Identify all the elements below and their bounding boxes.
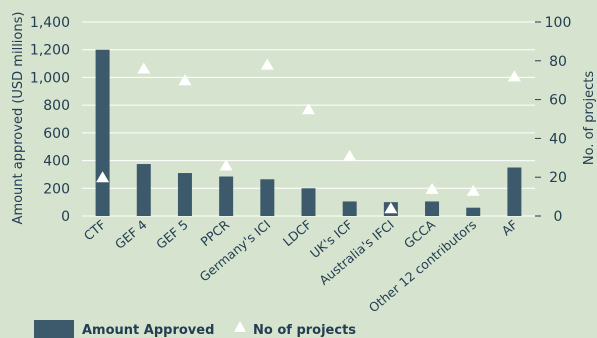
bars: [95, 49, 522, 216]
bar: [507, 167, 522, 216]
bar: [219, 176, 234, 216]
bar: [177, 173, 192, 216]
category-label: GCCA: [401, 217, 438, 252]
project-marker: [302, 103, 315, 115]
category-label: PPCR: [198, 217, 233, 250]
legend: Amount Approved No of projects: [34, 320, 356, 338]
project-marker: [343, 149, 357, 161]
y-tick-label: 0: [61, 209, 70, 225]
bar: [95, 49, 110, 216]
bar: [136, 164, 151, 216]
y-tick-label: 1,200: [30, 43, 70, 59]
project-marker: [507, 70, 521, 82]
project-marker: [137, 62, 151, 74]
y2-tick-label: 60: [549, 93, 567, 109]
category-label: LDCF: [280, 217, 315, 249]
y-tick-label: 200: [43, 181, 70, 197]
category-label: Germany's ICI: [197, 217, 274, 285]
bar: [425, 201, 440, 216]
right-axis-title: No. of projects: [582, 71, 597, 165]
bar: [466, 207, 481, 216]
category-label: GEF 4: [112, 217, 150, 252]
project-marker: [425, 182, 439, 194]
project-marker: [96, 171, 110, 183]
project-marker: [384, 202, 398, 214]
bar: [301, 188, 316, 216]
y2-tick-label: 0: [554, 209, 563, 225]
left-axis-ticks: 0 200 400 600 800 1,000 1,200 1,400: [30, 15, 70, 225]
y2-tick-label: 80: [549, 54, 567, 70]
legend-triangle-icon: [234, 321, 246, 332]
y2-tick-label: 100: [545, 15, 572, 31]
left-axis-title: Amount approved (USD millions): [11, 12, 26, 225]
y2-tick-label: 40: [549, 131, 567, 147]
legend-marker-label: No of projects: [253, 323, 356, 338]
y-tick-label: 1,400: [30, 15, 70, 31]
legend-bar-swatch: [34, 320, 74, 338]
right-axis-ticks: 0 20 40 60 80 100: [535, 15, 571, 225]
category-label: CTF: [81, 217, 109, 244]
y-tick-label: 800: [43, 98, 70, 114]
category-label: Australia's IFCI: [316, 217, 397, 288]
category-label: GEF 5: [153, 217, 191, 252]
y2-tick-label: 20: [549, 170, 567, 186]
legend-bar-label: Amount Approved: [82, 323, 214, 338]
y-tick-label: 400: [43, 154, 70, 170]
project-marker: [178, 74, 192, 86]
project-marker: [260, 58, 274, 70]
project-marker: [466, 184, 480, 196]
project-markers: [96, 58, 521, 214]
y-tick-label: 1,000: [30, 70, 70, 86]
y-tick-label: 600: [43, 126, 70, 142]
category-label: AF: [499, 217, 521, 239]
bar: [260, 179, 275, 216]
project-marker: [219, 159, 233, 171]
bar: [342, 201, 357, 216]
